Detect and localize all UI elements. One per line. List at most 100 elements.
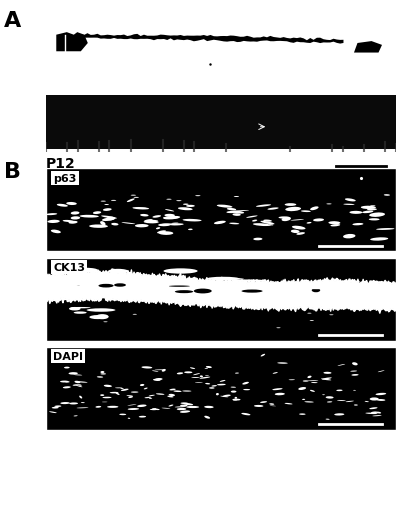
Ellipse shape: [306, 222, 312, 224]
Ellipse shape: [121, 389, 129, 391]
Ellipse shape: [330, 224, 340, 227]
Ellipse shape: [285, 204, 296, 207]
Ellipse shape: [231, 391, 236, 393]
Ellipse shape: [81, 402, 85, 403]
Ellipse shape: [352, 223, 363, 226]
Ellipse shape: [281, 217, 291, 222]
Ellipse shape: [345, 401, 354, 402]
Ellipse shape: [211, 385, 217, 387]
Ellipse shape: [158, 224, 171, 227]
Ellipse shape: [354, 405, 358, 406]
Ellipse shape: [121, 223, 135, 224]
Ellipse shape: [187, 289, 191, 290]
Ellipse shape: [206, 366, 212, 369]
Ellipse shape: [243, 389, 250, 390]
Ellipse shape: [107, 406, 119, 408]
Ellipse shape: [141, 208, 147, 209]
Ellipse shape: [165, 210, 174, 212]
Ellipse shape: [176, 201, 181, 202]
Ellipse shape: [100, 371, 104, 374]
Ellipse shape: [307, 313, 312, 314]
Ellipse shape: [127, 199, 135, 203]
Ellipse shape: [321, 379, 331, 381]
Ellipse shape: [102, 402, 107, 403]
Ellipse shape: [377, 399, 385, 401]
Ellipse shape: [301, 211, 311, 213]
Ellipse shape: [144, 388, 148, 389]
Ellipse shape: [74, 381, 80, 383]
Ellipse shape: [169, 394, 175, 397]
Ellipse shape: [63, 386, 71, 388]
Ellipse shape: [152, 371, 158, 372]
Ellipse shape: [139, 416, 146, 418]
Ellipse shape: [188, 229, 193, 231]
Ellipse shape: [297, 233, 305, 235]
Ellipse shape: [170, 389, 176, 391]
Ellipse shape: [351, 374, 359, 376]
Ellipse shape: [120, 388, 124, 389]
Ellipse shape: [68, 221, 78, 224]
Ellipse shape: [128, 418, 130, 419]
Ellipse shape: [181, 403, 188, 404]
Ellipse shape: [311, 382, 318, 383]
Ellipse shape: [163, 216, 180, 220]
Ellipse shape: [78, 384, 82, 386]
Ellipse shape: [217, 205, 232, 208]
Ellipse shape: [79, 396, 82, 399]
Polygon shape: [81, 34, 343, 44]
Text: P12: P12: [46, 157, 76, 171]
Ellipse shape: [97, 377, 103, 378]
Ellipse shape: [349, 211, 363, 214]
Ellipse shape: [183, 403, 193, 406]
Ellipse shape: [326, 204, 332, 205]
Ellipse shape: [365, 401, 369, 402]
Ellipse shape: [297, 297, 302, 298]
Ellipse shape: [310, 207, 319, 211]
Ellipse shape: [234, 196, 239, 197]
Ellipse shape: [200, 376, 203, 378]
Ellipse shape: [241, 413, 250, 415]
Ellipse shape: [114, 284, 126, 287]
Ellipse shape: [90, 316, 106, 320]
Ellipse shape: [217, 384, 226, 386]
Ellipse shape: [166, 282, 170, 284]
Ellipse shape: [157, 231, 166, 234]
Ellipse shape: [168, 405, 174, 407]
Ellipse shape: [303, 381, 309, 382]
Ellipse shape: [220, 380, 226, 382]
Ellipse shape: [55, 406, 61, 407]
Ellipse shape: [378, 371, 384, 373]
Ellipse shape: [328, 222, 340, 225]
Ellipse shape: [291, 230, 300, 234]
Ellipse shape: [369, 213, 385, 217]
Ellipse shape: [230, 387, 236, 388]
Ellipse shape: [119, 414, 126, 415]
Ellipse shape: [291, 220, 304, 221]
Ellipse shape: [175, 406, 186, 408]
Ellipse shape: [51, 230, 61, 234]
Ellipse shape: [148, 220, 158, 222]
Ellipse shape: [370, 398, 379, 401]
Ellipse shape: [260, 221, 275, 225]
Ellipse shape: [254, 405, 263, 407]
Ellipse shape: [177, 373, 183, 375]
Ellipse shape: [152, 216, 161, 218]
Ellipse shape: [229, 223, 239, 225]
Ellipse shape: [369, 219, 380, 221]
Ellipse shape: [326, 419, 330, 420]
Ellipse shape: [345, 199, 356, 202]
Ellipse shape: [373, 415, 382, 416]
Ellipse shape: [273, 373, 278, 374]
Ellipse shape: [350, 371, 357, 372]
Ellipse shape: [169, 286, 190, 287]
Ellipse shape: [365, 413, 378, 414]
Ellipse shape: [384, 195, 390, 196]
Ellipse shape: [194, 289, 212, 294]
Ellipse shape: [233, 400, 237, 401]
Ellipse shape: [253, 238, 262, 241]
Ellipse shape: [74, 375, 82, 376]
Ellipse shape: [303, 287, 331, 290]
Ellipse shape: [47, 220, 60, 223]
Ellipse shape: [326, 397, 334, 399]
Ellipse shape: [75, 381, 88, 383]
